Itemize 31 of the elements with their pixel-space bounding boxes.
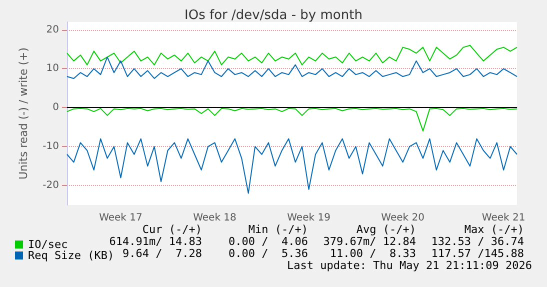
line-series [66, 44, 518, 66]
y-tick-label: 0 [52, 102, 59, 114]
text: Max (-/+) [464, 223, 524, 236]
x-tick-label: Week 18 [193, 212, 236, 224]
line-series [66, 108, 518, 132]
x-tick-label: Week 20 [381, 212, 424, 224]
text: 132.53 / 36.74 [431, 235, 524, 248]
text: 379.67m/ 12.84 [323, 235, 416, 248]
text: 11.00 / 8.33 [330, 247, 416, 260]
x-tick-label: Week 17 [99, 212, 142, 224]
text: 9.64 / 7.28 [122, 247, 202, 260]
text: Cur (-/+) [142, 223, 202, 236]
text: 117.57 /145.88 [431, 247, 524, 260]
text: 0.00 / 4.06 [228, 235, 308, 248]
chart-title: IOs for /dev/sda - by month [184, 8, 362, 23]
line-series [66, 138, 518, 194]
legend-label: IO/sec [28, 238, 68, 251]
y-tick-label: 10 [46, 63, 59, 74]
line-series [66, 56, 518, 79]
legend-label: Req Size (KB) [28, 249, 114, 262]
y-tick-label: -10 [42, 141, 59, 152]
x-tick-label: Week 19 [287, 212, 330, 224]
text: Last update: Thu May 21 21:11:09 2026 [286, 259, 532, 272]
text: Avg (-/+) [356, 223, 416, 236]
y-tick-label: 20 [46, 24, 59, 36]
text: 614.91m/ 14.83 [109, 235, 202, 248]
x-tick-label: Week 21 [482, 212, 526, 224]
text: Min (-/+) [248, 223, 308, 236]
y-tick-label: -20 [42, 180, 59, 192]
text: 0.00 / 5.36 [228, 247, 308, 260]
y-axis-title: Units read (-) / write (+) [17, 47, 30, 180]
